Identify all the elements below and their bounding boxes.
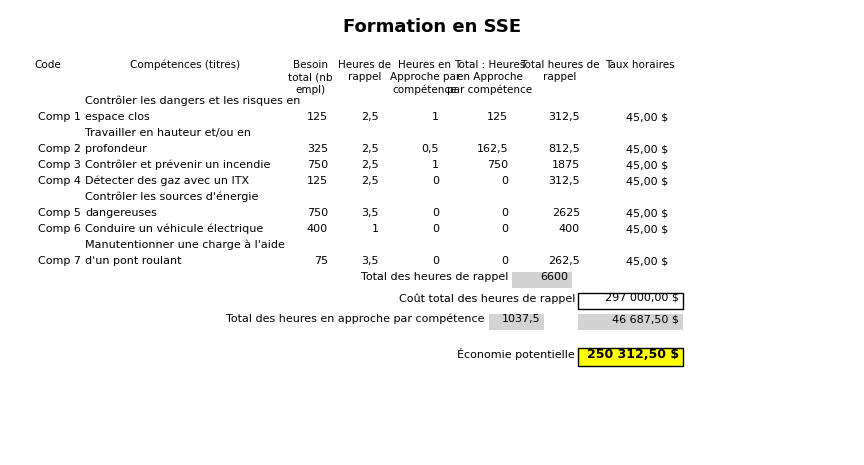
Text: 400: 400 bbox=[307, 224, 328, 234]
FancyBboxPatch shape bbox=[578, 348, 683, 366]
Text: 312,5: 312,5 bbox=[549, 176, 580, 186]
Text: 750: 750 bbox=[307, 208, 328, 218]
Text: Comp 5: Comp 5 bbox=[38, 208, 81, 218]
Text: 1: 1 bbox=[432, 160, 439, 170]
Text: Total : Heures
en Approche
par compétence: Total : Heures en Approche par compétenc… bbox=[448, 60, 532, 95]
Text: 125: 125 bbox=[487, 112, 508, 122]
FancyBboxPatch shape bbox=[578, 314, 683, 330]
Text: 1: 1 bbox=[432, 112, 439, 122]
Text: Travailler en hauteur et/ou en: Travailler en hauteur et/ou en bbox=[85, 128, 251, 138]
Text: Comp 2: Comp 2 bbox=[38, 144, 81, 154]
Text: Manutentionner une charge à l'aide: Manutentionner une charge à l'aide bbox=[85, 240, 285, 251]
Text: 45,00 $: 45,00 $ bbox=[626, 144, 668, 154]
Text: Compétences (titres): Compétences (titres) bbox=[130, 60, 240, 71]
Text: 0: 0 bbox=[432, 224, 439, 234]
Text: 75: 75 bbox=[314, 256, 328, 266]
Text: Heures en
Approche par
compétence: Heures en Approche par compétence bbox=[390, 60, 461, 95]
Text: Code: Code bbox=[35, 60, 61, 70]
Text: 312,5: 312,5 bbox=[549, 112, 580, 122]
FancyBboxPatch shape bbox=[489, 314, 544, 330]
Text: 6600: 6600 bbox=[540, 272, 568, 282]
Text: 162,5: 162,5 bbox=[476, 144, 508, 154]
Text: 45,00 $: 45,00 $ bbox=[626, 224, 668, 234]
Text: 1037,5: 1037,5 bbox=[501, 314, 540, 324]
Text: 0: 0 bbox=[432, 256, 439, 266]
Text: espace clos: espace clos bbox=[85, 112, 149, 122]
Text: Comp 4: Comp 4 bbox=[38, 176, 81, 186]
Text: 0,5: 0,5 bbox=[422, 144, 439, 154]
Text: 2,5: 2,5 bbox=[361, 144, 379, 154]
Text: 125: 125 bbox=[307, 112, 328, 122]
Text: Économie potentielle: Économie potentielle bbox=[457, 348, 575, 360]
Text: Besoin
total (nb
empl): Besoin total (nb empl) bbox=[288, 60, 333, 95]
Text: 2625: 2625 bbox=[552, 208, 580, 218]
Text: 45,00 $: 45,00 $ bbox=[626, 256, 668, 266]
Text: Conduire un véhicule électrique: Conduire un véhicule électrique bbox=[85, 224, 264, 234]
Text: 2,5: 2,5 bbox=[361, 112, 379, 122]
Text: 0: 0 bbox=[501, 208, 508, 218]
Text: 3,5: 3,5 bbox=[361, 208, 379, 218]
Text: 46 687,50 $: 46 687,50 $ bbox=[612, 314, 679, 324]
Text: Taux horaires: Taux horaires bbox=[605, 60, 675, 70]
Text: Comp 3: Comp 3 bbox=[38, 160, 81, 170]
Text: 0: 0 bbox=[501, 176, 508, 186]
Text: 0: 0 bbox=[432, 208, 439, 218]
Text: Total heures de
rappel: Total heures de rappel bbox=[520, 60, 600, 82]
Text: 400: 400 bbox=[559, 224, 580, 234]
Text: Total des heures de rappel: Total des heures de rappel bbox=[360, 272, 508, 282]
Text: Comp 1: Comp 1 bbox=[38, 112, 81, 122]
Text: 0: 0 bbox=[432, 176, 439, 186]
Text: 2,5: 2,5 bbox=[361, 160, 379, 170]
Text: dangereuses: dangereuses bbox=[85, 208, 157, 218]
Text: d'un pont roulant: d'un pont roulant bbox=[85, 256, 181, 266]
Text: Coût total des heures de rappel: Coût total des heures de rappel bbox=[398, 293, 575, 304]
Text: 45,00 $: 45,00 $ bbox=[626, 208, 668, 218]
Text: Contrôler et prévenir un incendie: Contrôler et prévenir un incendie bbox=[85, 160, 270, 171]
Text: 297 000,00 $: 297 000,00 $ bbox=[605, 293, 679, 303]
Text: profondeur: profondeur bbox=[85, 144, 147, 154]
Text: 45,00 $: 45,00 $ bbox=[626, 160, 668, 170]
Text: 250 312,50 $: 250 312,50 $ bbox=[587, 348, 679, 361]
Text: 750: 750 bbox=[307, 160, 328, 170]
Text: Contrôler les dangers et les risques en: Contrôler les dangers et les risques en bbox=[85, 96, 301, 106]
Text: 0: 0 bbox=[501, 224, 508, 234]
Text: 812,5: 812,5 bbox=[549, 144, 580, 154]
FancyBboxPatch shape bbox=[512, 272, 572, 288]
Text: Contrôler les sources d'énergie: Contrôler les sources d'énergie bbox=[85, 192, 258, 202]
Text: 262,5: 262,5 bbox=[549, 256, 580, 266]
Text: Comp 6: Comp 6 bbox=[38, 224, 81, 234]
Text: 3,5: 3,5 bbox=[361, 256, 379, 266]
Text: 325: 325 bbox=[307, 144, 328, 154]
Text: 1875: 1875 bbox=[552, 160, 580, 170]
Text: Comp 7: Comp 7 bbox=[38, 256, 81, 266]
Text: 1: 1 bbox=[372, 224, 379, 234]
Text: Total des heures en approche par compétence: Total des heures en approche par compéte… bbox=[226, 314, 485, 325]
Text: 0: 0 bbox=[501, 256, 508, 266]
Text: 750: 750 bbox=[487, 160, 508, 170]
Text: 45,00 $: 45,00 $ bbox=[626, 176, 668, 186]
Text: 2,5: 2,5 bbox=[361, 176, 379, 186]
Text: 125: 125 bbox=[307, 176, 328, 186]
Text: Formation en SSE: Formation en SSE bbox=[343, 18, 521, 36]
Text: Détecter des gaz avec un ITX: Détecter des gaz avec un ITX bbox=[85, 176, 249, 186]
Text: Heures de
rappel: Heures de rappel bbox=[339, 60, 391, 82]
Text: 45,00 $: 45,00 $ bbox=[626, 112, 668, 122]
FancyBboxPatch shape bbox=[578, 293, 683, 309]
